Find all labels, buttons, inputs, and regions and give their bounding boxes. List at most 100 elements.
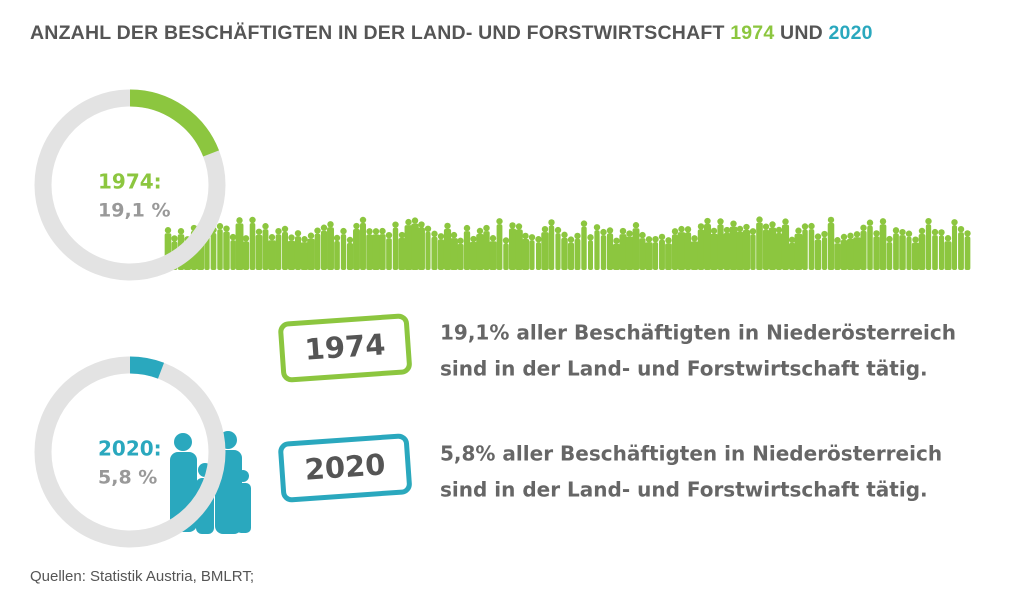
silhouette <box>860 224 867 232</box>
silhouette <box>697 223 705 230</box>
silhouette <box>840 239 848 270</box>
silhouette <box>684 232 692 270</box>
silhouette <box>521 238 530 270</box>
statement-line: 5,8% aller Beschäftigten in Niederösterr… <box>440 442 942 466</box>
silhouette <box>677 232 686 270</box>
donut-title: 1974: <box>98 170 162 194</box>
silhouette <box>424 225 432 233</box>
silhouette <box>827 216 835 224</box>
silhouette <box>437 233 445 240</box>
silhouette <box>729 226 738 270</box>
silhouette <box>372 234 380 270</box>
silhouette <box>652 235 659 243</box>
silhouette <box>788 236 796 244</box>
silhouette <box>223 231 230 270</box>
silhouette <box>723 226 731 234</box>
silhouette <box>704 217 711 225</box>
badge <box>278 433 412 503</box>
silhouette <box>665 237 672 244</box>
silhouette <box>580 220 588 227</box>
statement-line: sind in der Land- und Forstwirtschaft tä… <box>440 357 928 381</box>
badge-label: 1974 <box>304 327 387 367</box>
silhouette <box>561 231 568 239</box>
silhouette <box>463 231 471 270</box>
silhouette <box>867 225 873 270</box>
silhouette <box>333 234 341 242</box>
silhouette <box>619 234 627 270</box>
silhouette <box>555 233 561 270</box>
silhouette <box>425 231 431 270</box>
silhouette <box>529 240 535 270</box>
silhouette <box>379 234 386 270</box>
silhouette <box>334 241 340 270</box>
silhouette <box>548 219 555 226</box>
silhouette <box>846 238 855 270</box>
silhouette <box>834 237 841 244</box>
silhouette <box>314 227 321 234</box>
silhouette <box>431 236 438 270</box>
people-group <box>164 216 971 270</box>
silhouette <box>899 228 906 236</box>
silhouette <box>594 230 600 270</box>
silhouette <box>230 240 236 270</box>
silhouette <box>782 218 789 225</box>
silhouette <box>827 222 835 270</box>
silhouette <box>340 227 347 235</box>
silhouette <box>515 229 523 270</box>
silhouette <box>775 232 783 270</box>
silhouette <box>463 224 471 232</box>
silhouette <box>749 228 757 235</box>
silhouette <box>626 230 633 237</box>
donut-segment <box>129 89 220 157</box>
silhouette <box>223 225 230 232</box>
silhouette <box>905 230 913 237</box>
silhouette <box>288 234 295 241</box>
silhouette <box>548 225 555 270</box>
silhouette <box>944 235 952 242</box>
silhouette <box>496 224 503 270</box>
silhouette <box>476 227 484 235</box>
silhouette <box>281 225 289 233</box>
silhouette <box>821 237 828 270</box>
silhouette <box>535 236 542 243</box>
silhouette <box>606 233 614 270</box>
silhouette <box>216 223 224 230</box>
silhouette <box>736 232 744 270</box>
silhouette <box>483 224 490 232</box>
silhouette <box>346 236 354 244</box>
silhouette <box>587 240 594 270</box>
silhouette <box>411 217 419 224</box>
silhouette <box>372 228 380 235</box>
silhouette <box>489 235 497 242</box>
silhouette <box>931 228 939 236</box>
silhouette <box>600 235 607 270</box>
silhouette <box>210 233 217 270</box>
silhouette <box>932 235 938 270</box>
silhouette <box>366 234 373 270</box>
silhouette <box>275 234 282 270</box>
silhouette <box>235 223 244 270</box>
silhouette <box>275 227 282 235</box>
silhouette <box>925 217 932 225</box>
silhouette <box>444 222 451 230</box>
silhouette <box>581 226 587 270</box>
silhouette <box>294 236 302 270</box>
silhouette <box>671 228 679 235</box>
silhouette <box>443 228 452 270</box>
silhouette <box>893 233 899 270</box>
silhouette <box>613 237 620 245</box>
silhouette <box>528 234 536 241</box>
silhouette <box>574 238 581 270</box>
silhouette <box>515 223 523 230</box>
silhouette <box>814 233 822 240</box>
silhouette <box>249 216 256 224</box>
silhouette <box>314 233 321 270</box>
silhouette <box>496 218 503 225</box>
silhouette <box>418 227 425 270</box>
silhouette <box>300 242 309 270</box>
silhouette <box>353 229 360 270</box>
silhouette <box>541 225 549 233</box>
silhouette <box>834 243 841 270</box>
silhouette <box>957 225 965 233</box>
silhouette <box>385 231 393 239</box>
